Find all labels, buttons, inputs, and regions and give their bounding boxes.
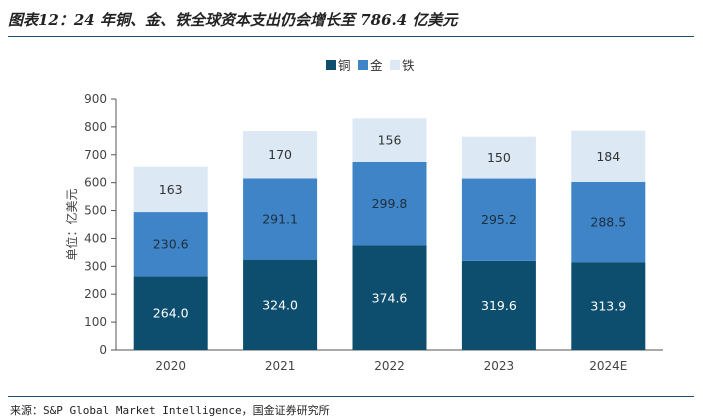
data-label: 313.9 — [590, 299, 626, 314]
y-tick-label: 500 — [84, 204, 107, 218]
bar-segment — [133, 166, 208, 213]
y-tick-label: 0 — [99, 343, 107, 357]
data-label: 184 — [596, 149, 620, 164]
figure-title: 图表12：24 年铜、金、铁全球资本支出仍会增长至 786.4 亿美元 — [8, 11, 458, 29]
data-label: 291.1 — [262, 212, 298, 227]
y-tick-label: 900 — [84, 92, 107, 106]
bar-segment — [133, 276, 208, 350]
data-label: 295.2 — [481, 212, 517, 227]
bar-segment — [243, 259, 318, 350]
data-label: 374.6 — [372, 290, 408, 305]
bar-segment — [243, 131, 318, 179]
legend-swatch — [326, 60, 336, 70]
y-tick-label: 100 — [84, 315, 107, 329]
y-axis-label: 单位：亿美元 — [64, 188, 79, 260]
data-label: 150 — [487, 150, 511, 165]
data-label: 299.8 — [372, 196, 408, 211]
data-label: 324.0 — [262, 297, 298, 312]
x-tick-label: 2022 — [374, 359, 405, 373]
legend-swatch — [358, 60, 368, 70]
y-tick-label: 400 — [84, 231, 107, 245]
legend-label: 铁 — [402, 58, 415, 73]
x-tick-label: 2023 — [484, 359, 515, 373]
bar-segment — [571, 181, 646, 263]
source-note: 来源：S&P Global Market Intelligence，国金证券研究… — [10, 404, 330, 417]
bar-segment — [571, 262, 646, 350]
legend-label: 金 — [370, 58, 383, 73]
bar-segment — [461, 178, 536, 261]
title-rule — [8, 36, 694, 37]
data-label: 264.0 — [153, 306, 189, 321]
data-label: 230.6 — [153, 237, 189, 252]
bar-segment — [461, 136, 536, 179]
data-label: 170 — [268, 147, 292, 162]
y-tick-label: 600 — [84, 176, 107, 190]
source-rule — [8, 396, 694, 397]
data-label: 319.6 — [481, 298, 517, 313]
y-tick-label: 800 — [84, 120, 107, 134]
bar-segment — [352, 118, 427, 162]
bar-segment — [352, 161, 427, 246]
legend-label: 铜 — [338, 58, 351, 73]
legend-swatch — [390, 60, 400, 70]
bar-segment — [133, 212, 208, 277]
x-tick-label: 2021 — [265, 359, 296, 373]
bar-segment — [461, 260, 536, 350]
bar-segment — [243, 178, 318, 260]
y-tick-label: 700 — [84, 148, 107, 162]
data-label: 163 — [159, 182, 183, 197]
bar-segment — [352, 245, 427, 350]
y-tick-label: 300 — [84, 259, 107, 273]
bar-segment — [571, 130, 646, 182]
data-label: 156 — [378, 133, 402, 148]
x-tick-label: 2020 — [155, 359, 186, 373]
y-tick-label: 200 — [84, 287, 107, 301]
data-label: 288.5 — [590, 215, 626, 230]
x-tick-label: 2024E — [589, 359, 627, 373]
